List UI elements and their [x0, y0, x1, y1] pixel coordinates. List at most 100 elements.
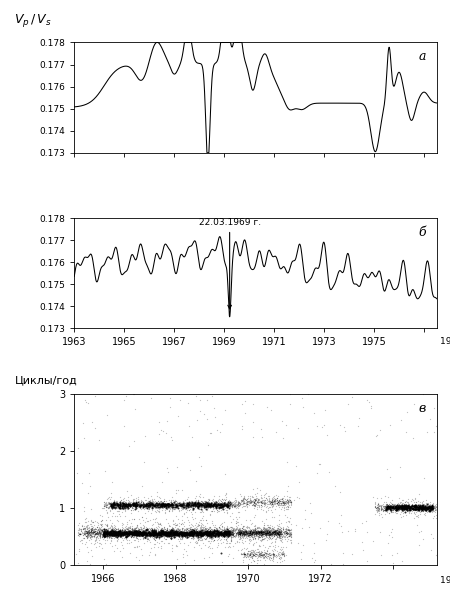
Point: [142, 500, 149, 510]
Point: [94, 533, 102, 543]
Point: [423, 503, 430, 513]
Point: [105, 498, 112, 507]
Point: [130, 500, 138, 509]
Point: [192, 526, 199, 536]
Point: [96, 533, 104, 543]
Point: [223, 527, 230, 537]
Point: [216, 503, 223, 512]
Point: [261, 533, 268, 543]
Point: [173, 526, 180, 536]
Point: [264, 529, 271, 538]
Point: [159, 499, 166, 509]
Point: [248, 532, 256, 541]
Point: [164, 529, 171, 539]
Point: [274, 529, 281, 538]
Point: [206, 501, 213, 510]
Point: [123, 528, 130, 538]
Point: [399, 502, 406, 512]
Point: [158, 532, 165, 541]
Point: [114, 501, 122, 511]
Point: [220, 498, 228, 508]
Point: [111, 499, 118, 509]
Point: [390, 502, 397, 512]
Point: [220, 499, 227, 509]
Point: [355, 421, 362, 431]
Point: [274, 529, 282, 539]
Point: [117, 504, 125, 514]
Point: [208, 507, 216, 517]
Point: [176, 527, 184, 537]
Point: [189, 526, 197, 535]
Point: [131, 529, 139, 538]
Point: [254, 555, 261, 565]
Point: [136, 500, 143, 510]
Point: [405, 503, 413, 513]
Point: [136, 528, 143, 538]
Point: [107, 538, 114, 548]
Point: [176, 529, 184, 538]
Point: [218, 531, 225, 540]
Point: [276, 527, 283, 537]
Point: [281, 526, 288, 535]
Point: [173, 523, 180, 533]
Point: [105, 527, 112, 537]
Point: [408, 503, 415, 512]
Point: [236, 526, 243, 536]
Point: [251, 538, 258, 548]
Point: [133, 523, 140, 532]
Point: [87, 538, 94, 548]
Point: [193, 524, 200, 534]
Point: [155, 529, 162, 538]
Point: [197, 499, 204, 509]
Point: [194, 498, 201, 507]
Point: [202, 500, 209, 510]
Point: [205, 528, 212, 538]
Point: [95, 526, 102, 535]
Point: [262, 529, 269, 539]
Point: [275, 521, 282, 531]
Point: [186, 527, 194, 537]
Point: [189, 533, 196, 543]
Point: [126, 530, 133, 540]
Point: [214, 534, 221, 544]
Point: [254, 529, 261, 538]
Point: [242, 550, 249, 560]
Point: [260, 551, 267, 560]
Point: [166, 529, 173, 538]
Point: [122, 526, 129, 536]
Point: [114, 529, 121, 539]
Point: [248, 500, 256, 509]
Point: [415, 540, 423, 550]
Point: [215, 493, 222, 503]
Point: [145, 500, 153, 510]
Point: [223, 531, 230, 540]
Point: [414, 501, 421, 510]
Point: [392, 501, 400, 511]
Point: [202, 529, 209, 538]
Point: [80, 524, 87, 534]
Point: [187, 529, 194, 539]
Point: [150, 501, 157, 511]
Point: [383, 503, 390, 512]
Point: [80, 529, 87, 538]
Point: [130, 501, 138, 510]
Point: [108, 500, 115, 510]
Point: [182, 501, 189, 510]
Point: [175, 529, 182, 538]
Point: [137, 529, 144, 539]
Point: [181, 500, 189, 510]
Point: [130, 527, 137, 537]
Point: [273, 528, 280, 538]
Point: [159, 527, 166, 537]
Point: [132, 501, 140, 510]
Point: [197, 528, 204, 538]
Point: [110, 530, 117, 540]
Point: [280, 497, 288, 506]
Point: [107, 527, 114, 537]
Point: [117, 499, 124, 509]
Point: [279, 526, 286, 535]
Point: [130, 530, 137, 540]
Point: [222, 527, 230, 537]
Point: [154, 503, 161, 512]
Point: [167, 531, 175, 540]
